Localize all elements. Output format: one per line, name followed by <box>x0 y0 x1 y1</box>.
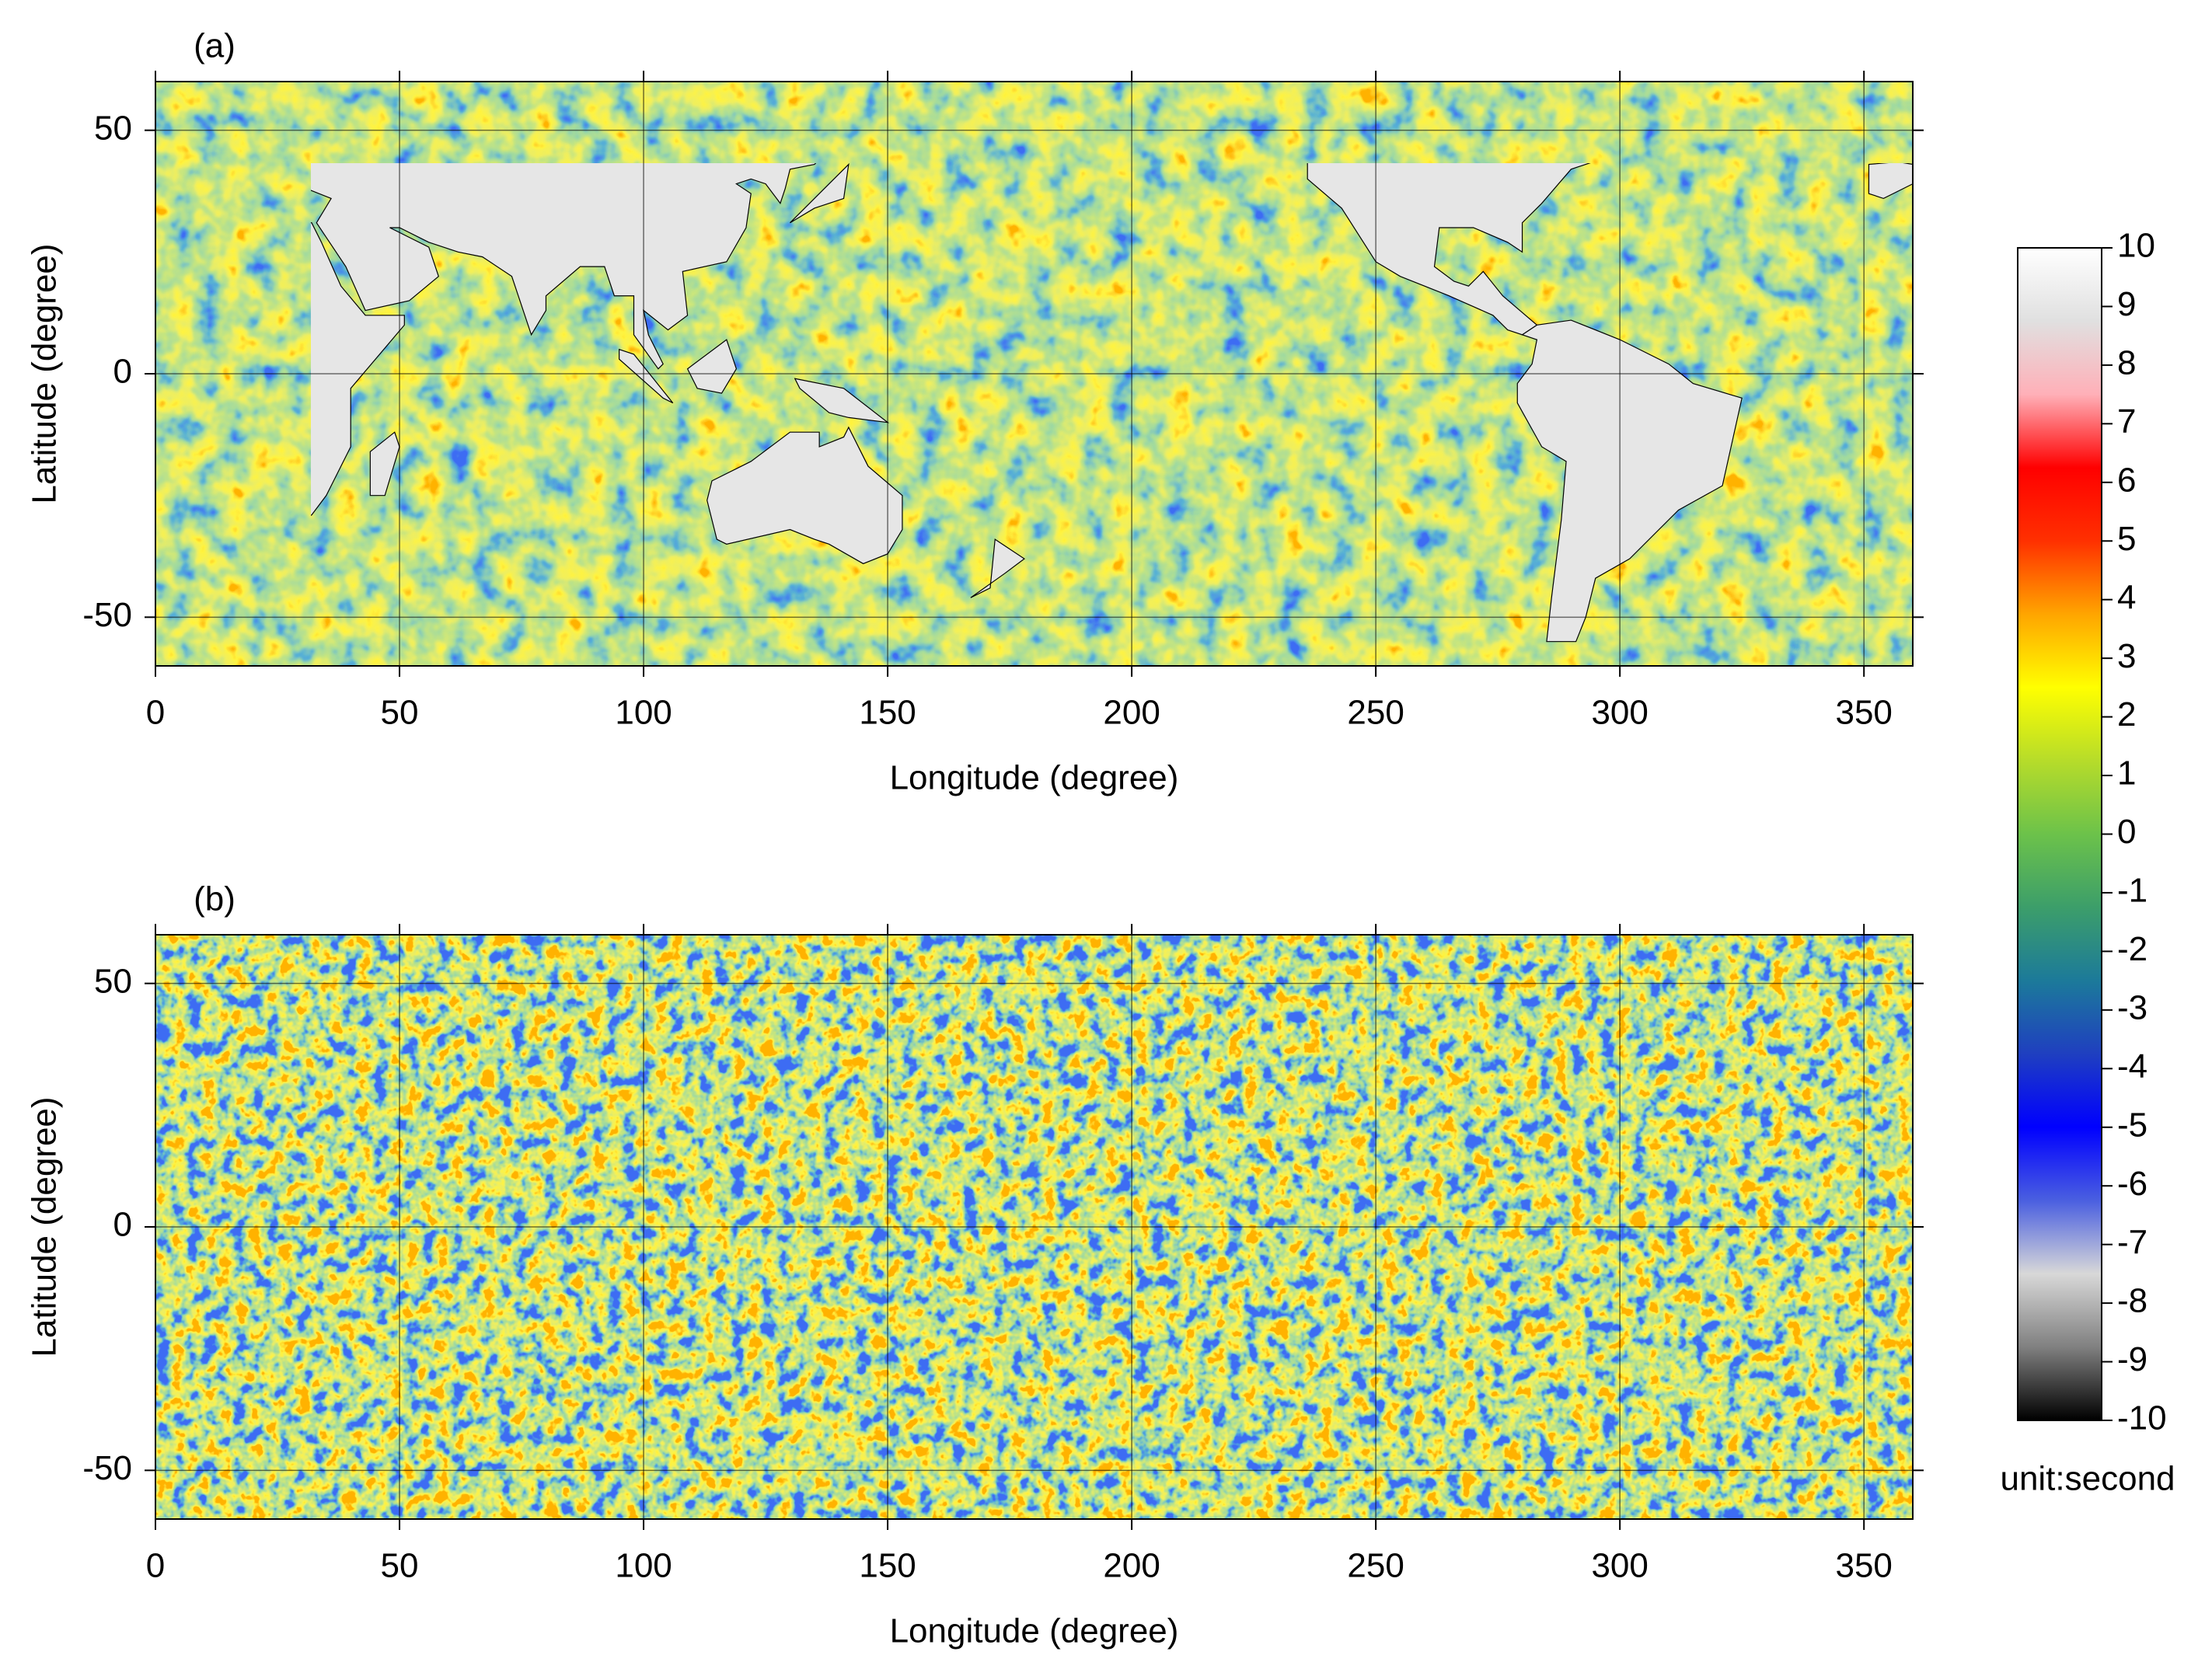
x-tick-label: 250 <box>1347 1547 1404 1585</box>
x-tick-label: 300 <box>1591 694 1648 732</box>
x-tick-label: 150 <box>859 1547 916 1585</box>
colorbar-tick-label: -8 <box>2117 1282 2147 1320</box>
colorbar-tick-label: 8 <box>2117 344 2136 382</box>
colorbar-tick-label: -4 <box>2117 1047 2147 1085</box>
x-tick-label: 100 <box>615 1547 672 1585</box>
y-axis-title: Latitude (degree) <box>26 243 64 503</box>
colorbar-tick-label: -9 <box>2117 1340 2147 1378</box>
colorbar-tick-label: -3 <box>2117 988 2147 1026</box>
x-tick-label: 150 <box>859 694 916 732</box>
plot-frame <box>155 934 1914 1520</box>
x-tick-label: 0 <box>146 694 165 732</box>
colorbar-unit: unit:second <box>2000 1460 2175 1498</box>
colorbar-tick-label: 4 <box>2117 578 2136 616</box>
colorbar-tick-label: -6 <box>2117 1165 2147 1203</box>
colorbar-tick-label: 10 <box>2117 227 2155 265</box>
colorbar-tick-label: 7 <box>2117 402 2136 441</box>
x-tick-label: 250 <box>1347 694 1404 732</box>
colorbar-tick-label: -10 <box>2117 1399 2167 1437</box>
y-tick-label: 50 <box>94 109 132 147</box>
colorbar-tick-label: -7 <box>2117 1223 2147 1261</box>
colorbar-tick-label: 1 <box>2117 754 2136 793</box>
plot-frame <box>155 81 1914 667</box>
x-axis-title: Longitude (degree) <box>890 1612 1179 1650</box>
x-tick-label: 50 <box>381 1547 419 1585</box>
colorbar-tick-label: 5 <box>2117 520 2136 558</box>
x-tick-label: 350 <box>1835 694 1892 732</box>
colorbar-tick-label: 3 <box>2117 637 2136 675</box>
x-axis-title: Longitude (degree) <box>890 759 1179 797</box>
x-tick-label: 100 <box>615 694 672 732</box>
colorbar-tick-label: 0 <box>2117 813 2136 851</box>
y-tick-label: -50 <box>82 596 132 634</box>
x-tick-label: 50 <box>381 694 419 732</box>
colorbar-tick-label: 9 <box>2117 285 2136 323</box>
x-tick-label: 200 <box>1103 694 1160 732</box>
x-tick-label: 350 <box>1835 1547 1892 1585</box>
colorbar <box>2017 247 2102 1421</box>
x-tick-label: 300 <box>1591 1547 1648 1585</box>
colorbar-tick-label: 6 <box>2117 461 2136 499</box>
y-tick-label: -50 <box>82 1449 132 1487</box>
colorbar-tick-label: -5 <box>2117 1106 2147 1144</box>
x-tick-label: 200 <box>1103 1547 1160 1585</box>
panel-label: (a) <box>194 27 236 65</box>
x-tick-label: 0 <box>146 1547 165 1585</box>
y-tick-label: 50 <box>94 962 132 1000</box>
colorbar-tick-label: -2 <box>2117 930 2147 968</box>
colorbar-tick-label: 2 <box>2117 695 2136 733</box>
y-tick-label: 0 <box>113 353 132 391</box>
y-tick-label: 0 <box>113 1206 132 1244</box>
y-axis-title: Latitude (degree) <box>26 1096 64 1357</box>
panel-label: (b) <box>194 880 236 918</box>
colorbar-tick-label: -1 <box>2117 872 2147 910</box>
